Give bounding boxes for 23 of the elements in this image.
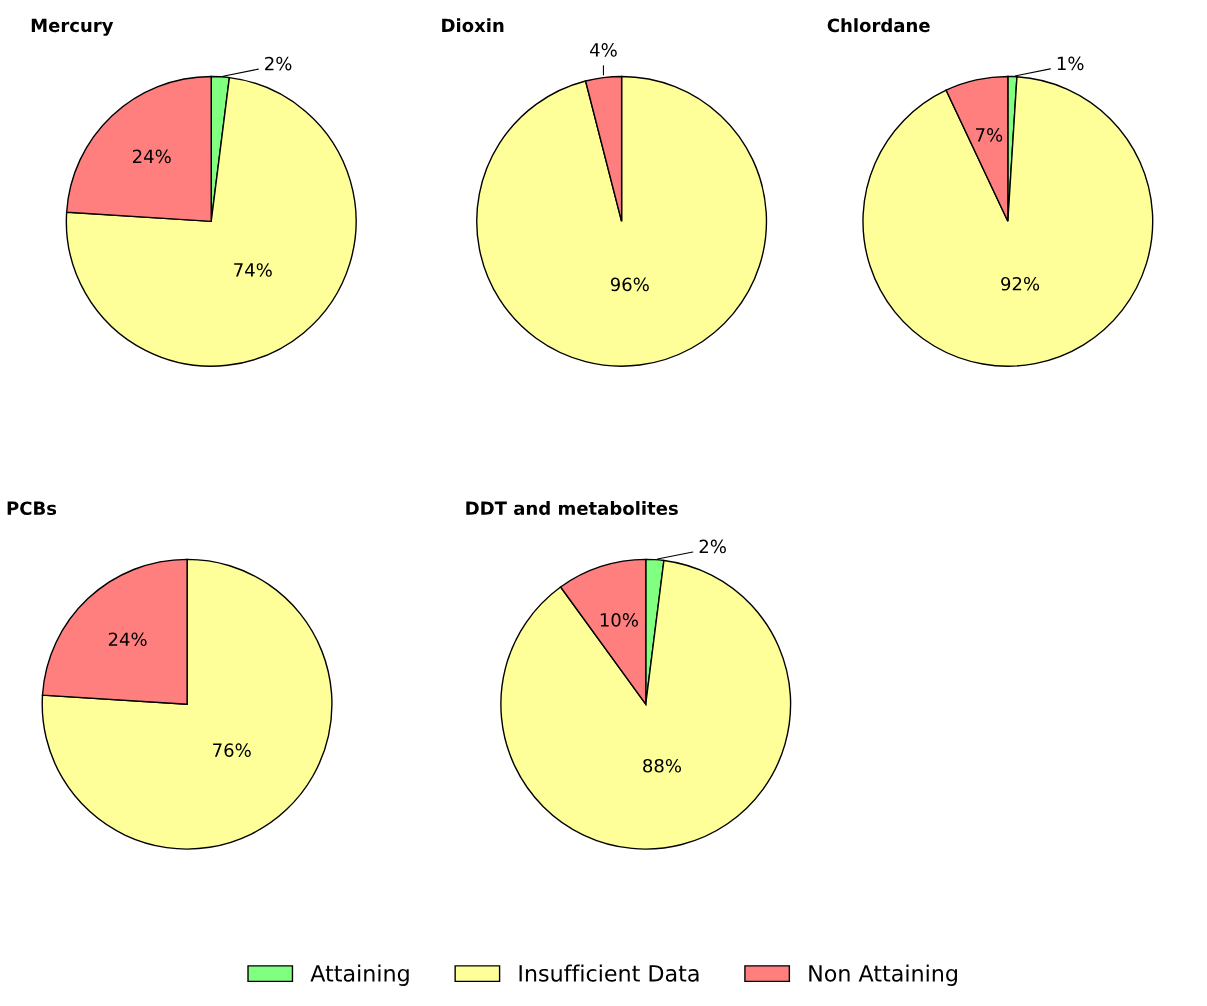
chart-title: Dioxin [442, 18, 504, 33]
data-label: 24% [132, 149, 171, 164]
data-label: 74% [234, 263, 272, 277]
chart-title: Mercury [31, 18, 114, 36]
data-label: 2% [699, 539, 726, 554]
data-label: 7% [976, 128, 1003, 142]
data-label: 1% [1057, 56, 1084, 71]
legend-label: Attaining [310, 964, 409, 986]
legend-label: Non Attaining [809, 964, 957, 986]
pie-slice [41, 558, 333, 850]
data-label: 76% [213, 743, 251, 757]
pie-slice [476, 75, 768, 367]
data-label: 4% [590, 43, 617, 57]
chart-title: Chlordane [827, 18, 930, 33]
legend-label: Insufficient Data [519, 964, 699, 982]
data-label: 2% [265, 56, 292, 71]
data-label: 24% [108, 632, 147, 647]
data-label: 92% [1001, 276, 1040, 291]
data-label: 10% [600, 613, 638, 627]
data-label: 96% [610, 277, 649, 292]
chart-title: DDT and metabolites [466, 501, 678, 516]
data-label: 88% [643, 758, 682, 773]
chart-title: PCBs [7, 501, 57, 516]
